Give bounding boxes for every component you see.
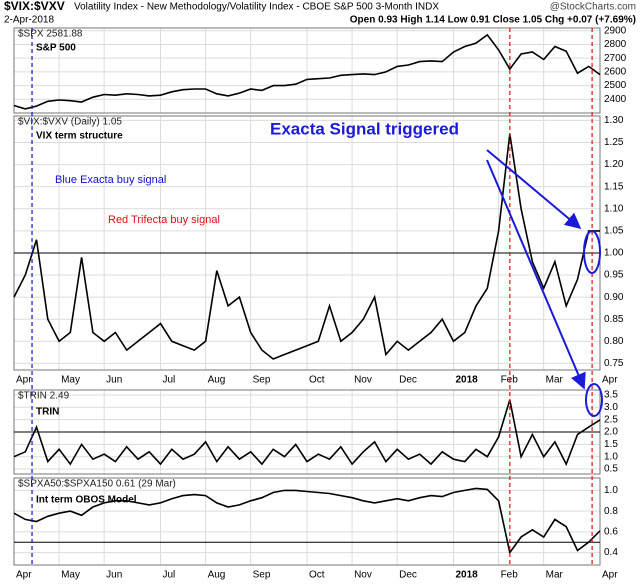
x-tick-label: Feb [501,570,519,581]
data-line [13,487,601,555]
annotation: Blue Exacta buy signal [55,174,166,186]
y-tick-label: 1.20 [604,159,624,170]
panel-legend: $TRIN 2.49 [18,391,70,402]
x-tick-label: May [61,570,80,581]
x-tick-label: Jul [163,375,176,386]
x-tick-label: Mar [546,375,564,386]
symbol: $VIX:$VXV [4,0,65,13]
y-tick-label: 1.0 [604,451,618,462]
x-tick-label: Oct [309,570,325,581]
arrow [486,159,586,390]
y-tick-label: 0.4 [604,547,618,558]
y-tick-label: 2800 [604,39,627,50]
arrow [486,149,582,230]
x-tick-label: Dec [399,375,417,386]
y-tick-label: 1.00 [604,248,624,259]
panel-legend: $SPXA50:$SPXA150 0.61 (29 Mar) [18,479,176,490]
y-tick-label: 2400 [604,94,627,105]
y-tick-label: 1.10 [604,203,624,214]
x-tick-label: Apr [16,375,32,386]
x-tick-label: Sep [253,375,271,386]
y-tick-label: 1.25 [604,137,624,148]
x-tick-label: Apr [602,375,618,386]
x-tick-label: Aug [208,375,226,386]
panel-legend: $SPX 2581.88 [18,29,83,40]
annotation: Red Trifecta buy signal [108,214,220,226]
y-tick-label: 2.5 [604,414,618,425]
panel-frame [13,27,601,114]
highlight [583,230,601,274]
panel-label: VIX term structure [36,131,123,142]
x-tick-label: Aug [208,570,226,581]
panel-frame [13,477,601,566]
panel-legend: $VIX:$VXV (Daily) 1.05 [18,117,122,128]
y-tick-label: 1.15 [604,181,624,192]
data-line [13,399,601,467]
panel-label: S&P 500 [36,43,76,54]
x-tick-label: Mar [546,570,564,581]
y-tick-label: 1.30 [604,115,624,126]
y-tick-label: 0.5 [604,464,618,475]
y-tick-label: 1.5 [604,439,618,450]
x-tick-label: May [61,375,80,386]
y-tick-label: 3.0 [604,402,618,413]
y-tick-label: 2500 [604,80,627,91]
x-tick-label: Nov [354,570,372,581]
y-tick-label: 0.80 [604,336,624,347]
date: 2-Apr-2018 [4,15,54,26]
y-tick-label: 2900 [604,25,627,36]
highlight [585,383,603,417]
x-tick-label: Jun [106,570,122,581]
y-tick-label: 1.05 [604,225,624,236]
y-tick-label: 2.0 [604,427,618,438]
panel-label: TRIN [36,407,59,418]
x-tick-label: 2018 [456,570,479,581]
x-tick-label: 2018 [456,375,479,386]
data-line [13,33,601,110]
annotation: Exacta Signal triggered [270,119,459,138]
x-tick-label: Dec [399,570,417,581]
quote: Open 0.93 High 1.14 Low 0.91 Close 1.05 … [350,15,636,26]
x-tick-label: Apr [602,570,618,581]
y-tick-label: 3.5 [604,390,618,401]
x-tick-label: Apr [16,570,32,581]
x-tick-label: Sep [253,570,271,581]
panel-label: Int term OBOS Model [36,495,137,506]
y-tick-label: 0.95 [604,270,624,281]
y-tick-label: 0.90 [604,292,624,303]
y-tick-label: 0.85 [604,314,624,325]
x-tick-label: Oct [309,375,325,386]
x-tick-label: Nov [354,375,372,386]
y-tick-label: 2600 [604,67,627,78]
x-tick-label: Jun [106,375,122,386]
y-tick-label: 1.0 [604,485,618,496]
y-tick-label: 2700 [604,53,627,64]
source: @StockCharts.com [550,2,636,13]
y-tick-label: 0.8 [604,506,618,517]
y-tick-label: 0.75 [604,358,624,369]
x-tick-label: Jul [163,570,176,581]
y-tick-label: 0.6 [604,526,618,537]
title: Volatility Index - New Methodology/Volat… [74,2,439,13]
